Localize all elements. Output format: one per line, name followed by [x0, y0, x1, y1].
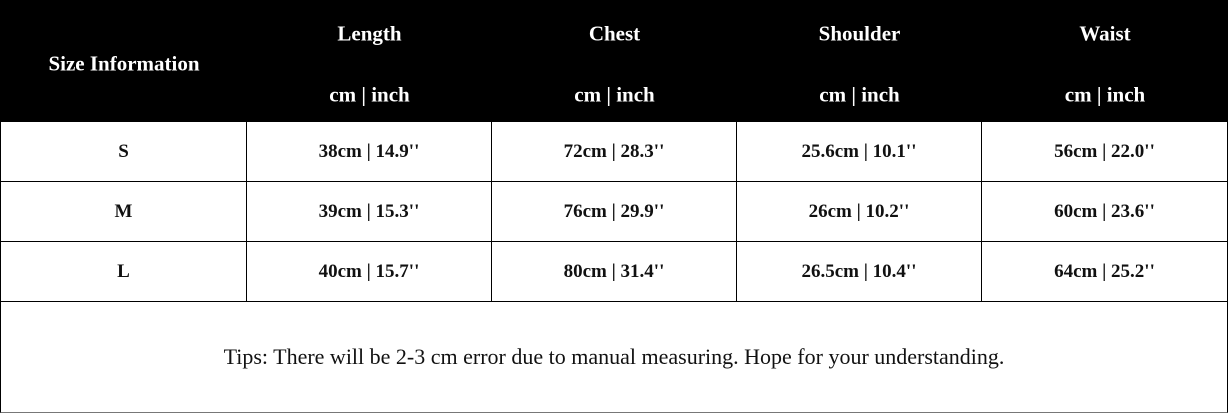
- measurement-cell: 40cm | 15.7'': [247, 242, 492, 302]
- size-label: L: [0, 242, 247, 302]
- measurement-cell: 72cm | 28.3'': [492, 122, 737, 182]
- size-label: M: [0, 182, 247, 242]
- measurement-cell: 25.6cm | 10.1'': [737, 122, 982, 182]
- measurement-cell: 38cm | 14.9'': [247, 122, 492, 182]
- column-unit: cm | inch: [329, 82, 410, 107]
- measurement-cell: 56cm | 22.0'': [982, 122, 1228, 182]
- size-label: S: [0, 122, 247, 182]
- column-unit: cm | inch: [819, 82, 900, 107]
- column-name: Length: [337, 21, 402, 46]
- measurement-cell: 76cm | 29.9'': [492, 182, 737, 242]
- measurement-cell: 64cm | 25.2'': [982, 242, 1228, 302]
- column-name: Waist: [1079, 21, 1131, 46]
- header-title: Size Information: [48, 51, 200, 76]
- measurement-cell: 26.5cm | 10.4'': [737, 242, 982, 302]
- measurement-cell: 80cm | 31.4'': [492, 242, 737, 302]
- column-unit: cm | inch: [1064, 82, 1146, 107]
- table-header: Size Information Length cm | inch Chest cm …: [0, 0, 1228, 122]
- column-unit: cm | inch: [574, 82, 655, 107]
- column-name: Chest: [588, 21, 641, 46]
- tips-text: Tips: There will be 2-3 cm error due to …: [0, 302, 1228, 413]
- measurement-cell: 60cm | 23.6'': [982, 182, 1228, 242]
- measurement-cell: 39cm | 15.3'': [247, 182, 492, 242]
- measurement-cell: 26cm | 10.2'': [737, 182, 982, 242]
- column-name: Shoulder: [818, 21, 901, 46]
